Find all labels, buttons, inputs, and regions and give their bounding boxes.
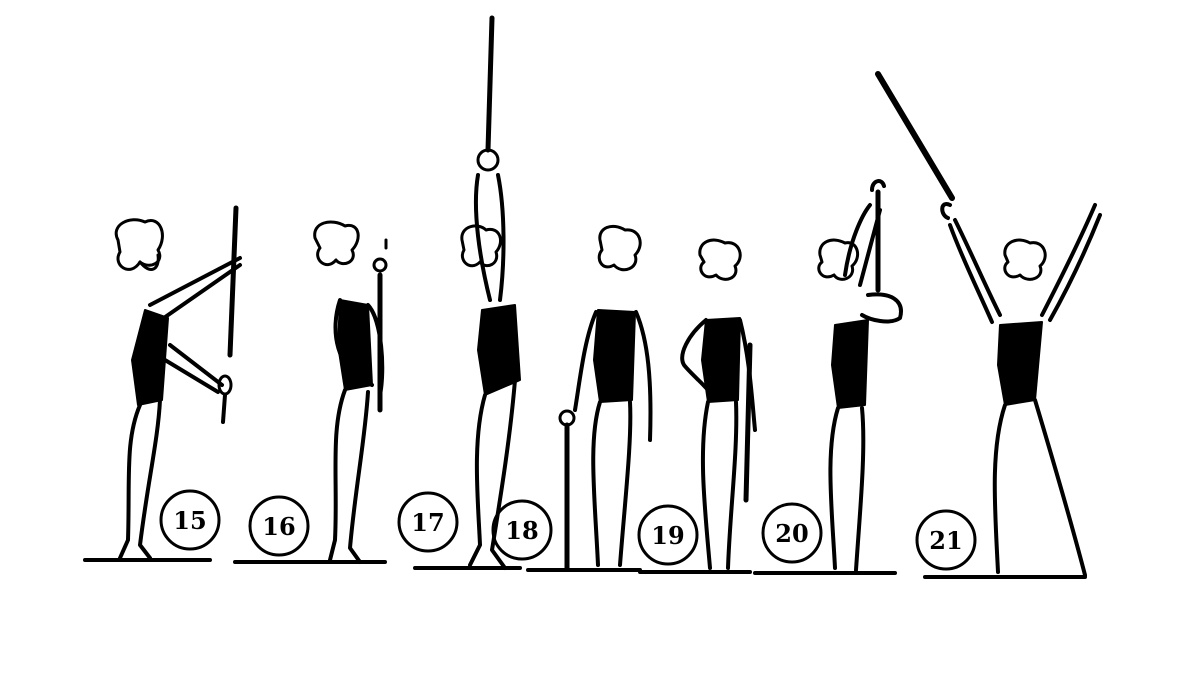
arms-up [843, 203, 882, 287]
number-17: 17 [411, 508, 444, 537]
torso [831, 319, 869, 409]
staff [485, 15, 495, 153]
arm-forward [148, 256, 242, 324]
legs [591, 400, 633, 567]
number-15: 15 [173, 506, 206, 535]
number-16: 16 [262, 512, 295, 541]
staff [743, 342, 753, 503]
number-badge-19: 19 [637, 504, 699, 566]
number-badge-18: 18 [491, 499, 553, 561]
staff [875, 71, 955, 201]
legs [828, 406, 866, 572]
hair [114, 218, 164, 271]
staff-hook [940, 202, 952, 220]
number-badge-20: 20 [761, 502, 823, 564]
staff-knob [558, 409, 576, 427]
hair [597, 224, 642, 272]
elbow-bend [860, 292, 903, 324]
figure-15 [114, 205, 242, 560]
staff-knob [372, 257, 388, 273]
legs [468, 378, 517, 570]
figure-18 [558, 224, 653, 571]
figure-17 [460, 15, 521, 570]
hair [698, 238, 742, 281]
torso [131, 309, 169, 406]
arm-on-hip [680, 318, 714, 397]
arms-up [473, 173, 506, 302]
number-20: 20 [775, 519, 808, 548]
legs [700, 400, 739, 570]
torso [701, 317, 741, 403]
legs [328, 388, 370, 564]
hair [1003, 238, 1047, 281]
number-badges: 15 16 17 18 19 20 21 [159, 489, 977, 571]
head [138, 253, 160, 271]
number-badge-15: 15 [159, 489, 221, 551]
staff-knob [476, 148, 500, 172]
number-badge-16: 16 [248, 495, 310, 557]
figure-19 [680, 238, 757, 570]
staff-hook [870, 179, 886, 192]
number-badge-17: 17 [397, 491, 459, 553]
number-18: 18 [505, 516, 538, 545]
figure-21 [875, 71, 1102, 577]
staff [227, 205, 239, 358]
legs [118, 398, 162, 560]
legs [992, 398, 1087, 577]
hair [313, 220, 360, 267]
number-badge-21: 21 [915, 509, 977, 571]
arms [573, 310, 653, 442]
number-21: 21 [929, 526, 962, 555]
arm-left-up [948, 218, 1002, 324]
arm-right-up [1040, 203, 1102, 322]
number-19: 19 [651, 521, 684, 550]
torso [997, 321, 1043, 406]
torso [593, 309, 636, 403]
arm-down [163, 343, 224, 394]
floor-lines [83, 558, 1087, 579]
hair [817, 238, 860, 281]
figure-16 [313, 220, 388, 564]
figure-20 [817, 179, 903, 572]
torso [477, 304, 521, 396]
